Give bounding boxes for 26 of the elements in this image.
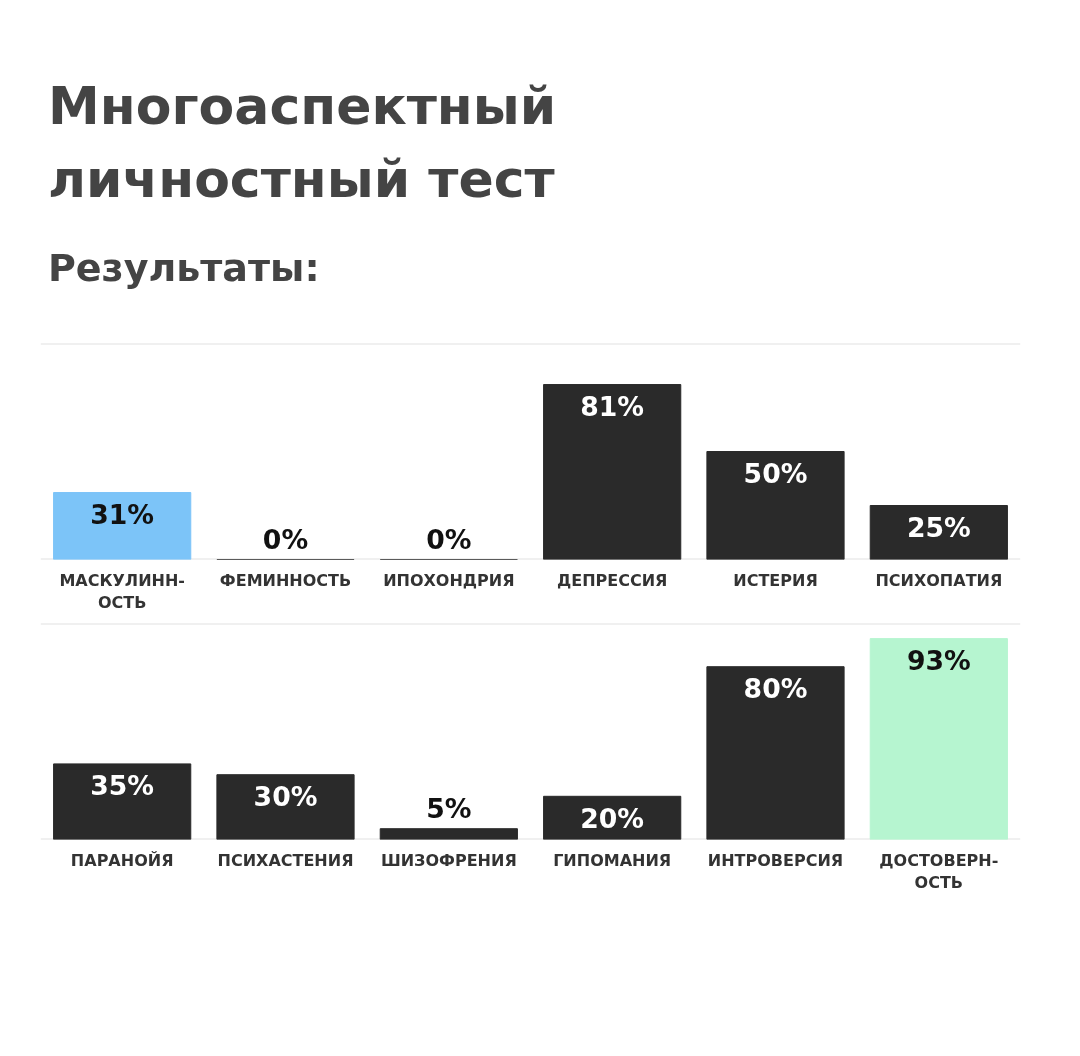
- x-tick-label: ИПОХОНДРИЯ: [383, 570, 515, 590]
- data-label: 50%: [743, 457, 808, 489]
- x-tick-label: ПАРАНОЙЯ: [70, 850, 174, 870]
- x-tick-label: ШИЗОФРЕНИЯ: [380, 850, 517, 870]
- data-label: 5%: [426, 793, 472, 825]
- data-label: 25%: [906, 511, 971, 543]
- data-label: 20%: [580, 802, 645, 834]
- data-label: 0%: [426, 524, 472, 556]
- x-tick-label: МАСКУЛИНН- ОСТЬ: [59, 570, 185, 613]
- chart-title: Многоаспектный личностный тест: [48, 75, 558, 211]
- x-tick-label: ПСИХАСТЕНИЯ: [217, 850, 354, 870]
- x-tick-label: ИСТЕРИЯ: [733, 570, 818, 590]
- data-label: 30%: [253, 781, 318, 813]
- x-tick-label: ФЕМИННОСТЬ: [219, 570, 352, 590]
- data-label: 80%: [743, 673, 808, 705]
- x-tick-label: ПСИХОПАТИЯ: [875, 570, 1003, 590]
- data-label: 35%: [90, 770, 155, 802]
- chart-subtitle: Результаты:: [48, 244, 320, 292]
- data-label: 81%: [580, 390, 645, 422]
- data-label: 93%: [906, 644, 971, 676]
- x-tick-label: ИНТРОВЕРСИЯ: [707, 850, 844, 870]
- data-label: 31%: [90, 498, 155, 530]
- x-tick-label: ДЕПРЕССИЯ: [556, 570, 668, 590]
- data-label: 0%: [262, 524, 309, 556]
- x-tick-label: ГИПОМАНИЯ: [553, 850, 672, 870]
- x-tick-label: ДОСТОВЕРН- ОСТЬ: [879, 850, 999, 893]
